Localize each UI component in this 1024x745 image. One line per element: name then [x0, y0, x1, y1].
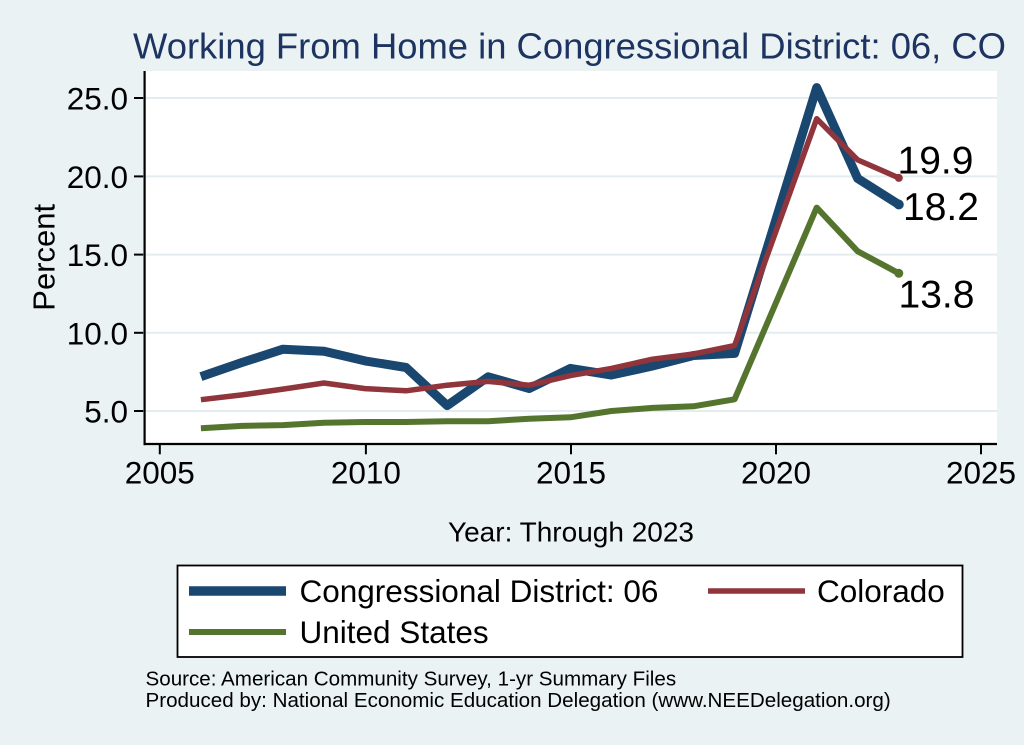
svg-text:25.0: 25.0: [67, 81, 128, 117]
svg-text:18.2: 18.2: [903, 186, 979, 229]
svg-text:Source: American Community Sur: Source: American Community Survey, 1-yr …: [146, 668, 677, 691]
svg-text:Congressional District: 06: Congressional District: 06: [300, 573, 659, 609]
svg-text:2005: 2005: [125, 455, 195, 491]
svg-text:2015: 2015: [536, 455, 606, 491]
svg-text:Working From Home in Congressi: Working From Home in Congressional Distr…: [133, 26, 1006, 67]
svg-text:Percent: Percent: [27, 203, 62, 310]
svg-text:United States: United States: [300, 614, 489, 650]
svg-text:5.0: 5.0: [84, 394, 128, 430]
svg-text:Year: Through 2023: Year: Through 2023: [448, 517, 694, 548]
svg-text:13.8: 13.8: [899, 273, 975, 316]
svg-text:2025: 2025: [946, 455, 1016, 491]
svg-text:2010: 2010: [331, 455, 401, 491]
svg-text:2020: 2020: [741, 455, 811, 491]
svg-text:Colorado: Colorado: [817, 573, 945, 609]
svg-text:15.0: 15.0: [67, 237, 128, 273]
svg-text:10.0: 10.0: [67, 315, 128, 351]
svg-text:20.0: 20.0: [67, 159, 128, 195]
svg-text:Produced by: National Economic: Produced by: National Economic Education…: [146, 689, 891, 712]
svg-text:19.9: 19.9: [898, 140, 974, 183]
